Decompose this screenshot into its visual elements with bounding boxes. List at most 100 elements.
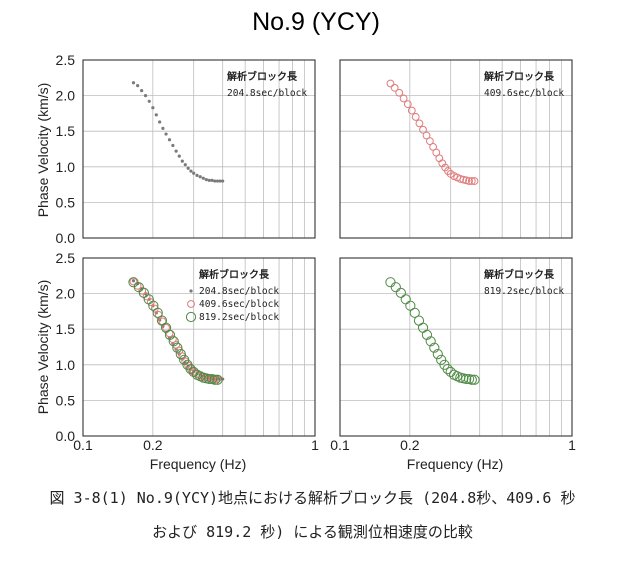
x-tick-label: 0.2 xyxy=(400,437,420,453)
data-point xyxy=(131,81,136,85)
data-point xyxy=(436,354,447,365)
plot-frame xyxy=(82,59,316,239)
data-point xyxy=(136,84,140,88)
data-point xyxy=(432,349,443,360)
data-point xyxy=(172,342,183,353)
chart-panel-top-left: 0.0 0.5 1.0 1.5 2.0 2.5 解析ブロック長 204.8sec/block xyxy=(56,52,316,246)
data-point xyxy=(143,94,148,98)
x-axis-label-right: Frequency (Hz) xyxy=(407,456,503,472)
data-point xyxy=(180,159,184,163)
data-point xyxy=(171,143,175,148)
chart-panel-bottom-left: 0.0 0.5 1.0 1.5 2.0 2.5 0.1 0.2 1 解析ブロック長 204.8sec… xyxy=(56,250,320,453)
chart-panel-bottom-right: 0.1 0.2 1 解析ブロック長 819.2sec/block xyxy=(330,257,576,453)
y-axis-label-top: Phase Velocity (km/s) xyxy=(35,83,51,218)
data-point xyxy=(429,342,440,353)
plot-frame xyxy=(339,257,573,437)
y-tick-label: 2.5 xyxy=(56,250,76,266)
data-point xyxy=(417,322,429,333)
legend-entry: 819.2sec/block xyxy=(199,312,279,323)
data-point xyxy=(201,176,205,180)
figure: No.9 (YCY) 0.0 0.5 1.0 1.5 2.0 2.5 解析ブロック長 204.… xyxy=(35,8,576,472)
y-tick-label: 0.5 xyxy=(56,392,76,408)
data-point xyxy=(192,171,196,175)
data-point xyxy=(161,126,165,130)
data-point xyxy=(198,175,202,179)
y-tick-label: 2.0 xyxy=(56,286,76,302)
plot-frame xyxy=(82,257,316,437)
data-point xyxy=(422,131,431,140)
data-point xyxy=(442,363,453,375)
data-point xyxy=(405,300,416,311)
data-point xyxy=(167,138,172,142)
figure-caption-line-1: 図 3-8(1) No.9(YCY)地点における解析ブロック長 (204.8秒、… xyxy=(49,489,576,507)
legend-entry: 819.2sec/block xyxy=(484,286,564,297)
data-point xyxy=(138,286,147,295)
y-tick-label: 1.0 xyxy=(56,159,76,175)
data-point xyxy=(395,287,406,298)
data-point xyxy=(465,177,473,185)
data-point xyxy=(400,294,411,305)
data-point xyxy=(459,175,468,184)
y-tick-label: 2.5 xyxy=(56,52,76,68)
legend-marker xyxy=(185,311,197,323)
chart-title: No.9 (YCY) xyxy=(252,8,380,36)
data-point xyxy=(221,179,225,183)
plot-frame xyxy=(339,59,573,239)
data-point xyxy=(470,177,479,185)
legend-entry: 204.8sec/block xyxy=(227,88,307,99)
data-point xyxy=(164,132,168,136)
x-tick-label: 0.2 xyxy=(143,437,163,453)
y-tick-label: 0.0 xyxy=(56,428,76,444)
data-point xyxy=(164,329,176,340)
data-point xyxy=(421,329,433,340)
data-point xyxy=(461,373,472,385)
data-point xyxy=(158,120,162,124)
data-point xyxy=(386,79,395,88)
data-point xyxy=(162,323,170,332)
data-point xyxy=(189,169,193,173)
data-point xyxy=(131,279,136,283)
legend-marker xyxy=(187,300,195,308)
data-point xyxy=(174,149,178,153)
x-tick-label: 0.1 xyxy=(73,437,93,453)
data-point xyxy=(467,177,476,185)
data-point xyxy=(185,363,196,375)
chart-panel-top-right: 解析ブロック長 409.6sec/block xyxy=(339,59,573,239)
y-tick-label: 2.0 xyxy=(56,88,76,104)
legend-marker xyxy=(189,289,193,293)
data-point xyxy=(462,176,471,185)
data-point xyxy=(133,282,144,293)
data-point xyxy=(186,166,190,170)
data-point xyxy=(215,179,220,183)
y-tick-label: 0.5 xyxy=(56,194,76,210)
data-point xyxy=(456,175,465,183)
data-point xyxy=(183,361,187,365)
legend-heading: 解析ブロック長 xyxy=(199,268,270,281)
data-point xyxy=(399,94,408,103)
data-point xyxy=(179,354,190,365)
data-point xyxy=(407,106,416,115)
x-tick-label: 1 xyxy=(311,437,319,453)
data-point xyxy=(415,119,424,128)
data-point xyxy=(466,374,477,385)
data-point xyxy=(151,106,155,110)
data-point xyxy=(207,178,211,182)
data-point xyxy=(204,373,215,385)
x-axis-label-left: Frequency (Hz) xyxy=(150,456,246,472)
data-point xyxy=(210,178,214,182)
data-point xyxy=(425,137,434,146)
data-point xyxy=(411,113,420,121)
data-point xyxy=(444,167,452,175)
figure-caption-line-2: および 819.2 秒) による観測位相速度の比較 xyxy=(152,523,473,541)
legend-entry: 204.8sec/block xyxy=(199,286,279,297)
data-point xyxy=(152,307,163,318)
data-point xyxy=(469,374,480,385)
legend-heading: 解析ブロック長 xyxy=(484,70,555,83)
data-point xyxy=(204,178,208,182)
data-point xyxy=(138,287,149,298)
data-point xyxy=(435,154,444,163)
data-point xyxy=(142,292,151,301)
x-tick-label: 0.1 xyxy=(330,437,350,453)
x-tick-label: 1 xyxy=(568,437,576,453)
data-point xyxy=(147,99,151,103)
